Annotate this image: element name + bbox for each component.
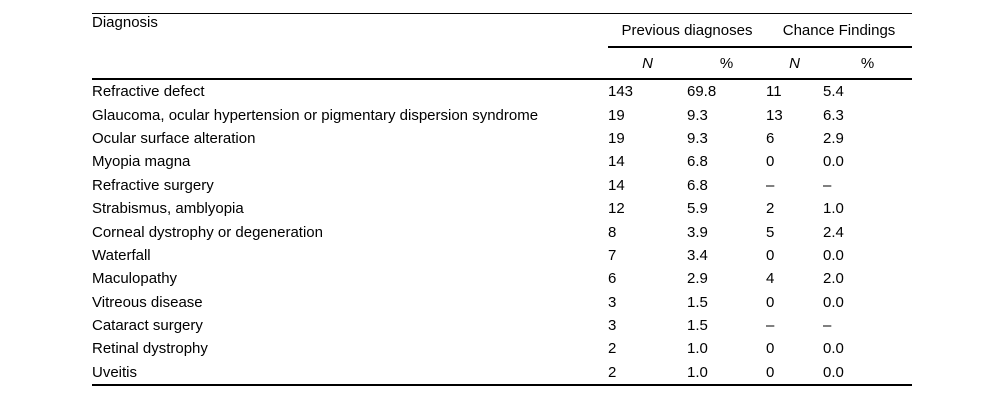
subheader-pct-chance: % <box>823 47 913 80</box>
subheader-n-chance: N <box>766 47 824 80</box>
cell-previous-n: 19 <box>608 129 625 147</box>
cell-chance-pct: 2.4 <box>823 223 844 241</box>
cell-chance-pct: 0.0 <box>823 246 844 264</box>
cell-previous-pct: 1.0 <box>687 363 708 381</box>
cell-previous-pct: 6.8 <box>687 153 708 171</box>
group-header-previous-diagnoses: Previous diagnoses <box>608 13 767 48</box>
cell-previous-n: 3 <box>608 293 617 311</box>
cell-chance-pct: 1.0 <box>823 200 844 218</box>
cell-previous-pct: 1.5 <box>687 293 708 311</box>
table-row: Retinal dystrophy 2 1.0 0 0.0 <box>92 337 912 360</box>
cell-chance-n: 0 <box>766 153 775 171</box>
table-row: Vitreous disease 3 1.5 0 0.0 <box>92 291 912 314</box>
cell-previous-n: 6 <box>608 270 617 288</box>
cell-chance-n: 0 <box>766 293 775 311</box>
cell-previous-pct: 9.3 <box>687 106 708 124</box>
cell-chance-n: 0 <box>766 340 775 358</box>
cell-previous-n: 2 <box>608 363 617 381</box>
cell-chance-pct: 0.0 <box>823 293 844 311</box>
group-header-row: Diagnosis Previous diagnoses Chance Find… <box>92 13 913 80</box>
cell-chance-pct: – <box>823 176 832 194</box>
cell-diagnosis: Strabismus, amblyopia <box>92 200 244 218</box>
cell-diagnosis: Refractive surgery <box>92 176 214 194</box>
table-row: Uveitis 2 1.0 0 0.0 <box>92 361 912 385</box>
cell-previous-n: 8 <box>608 223 617 241</box>
cell-chance-pct: 0.0 <box>823 153 844 171</box>
cell-chance-pct: 2.9 <box>823 129 844 147</box>
cell-previous-pct: 3.9 <box>687 223 708 241</box>
cell-chance-pct: 0.0 <box>823 340 844 358</box>
cell-diagnosis: Cataract surgery <box>92 317 203 335</box>
cell-chance-n: 11 <box>766 83 782 101</box>
cell-chance-pct: – <box>823 317 832 335</box>
cell-previous-n: 12 <box>608 200 625 218</box>
group-header-chance-findings: Chance Findings <box>766 13 913 48</box>
cell-previous-pct: 1.0 <box>687 340 708 358</box>
cell-diagnosis: Vitreous disease <box>92 293 203 311</box>
cell-diagnosis: Waterfall <box>92 246 151 264</box>
cell-previous-pct: 1.5 <box>687 317 708 335</box>
cell-chance-n: 0 <box>766 246 775 264</box>
cell-previous-pct: 69.8 <box>687 83 717 101</box>
cell-chance-n: 0 <box>766 363 775 381</box>
cell-diagnosis: Corneal dystrophy or degeneration <box>92 223 323 241</box>
cell-chance-n: 5 <box>766 223 775 241</box>
cell-previous-n: 19 <box>608 106 625 124</box>
subheader-n-previous: N <box>608 47 687 80</box>
cell-previous-n: 143 <box>608 83 634 101</box>
table-header: Diagnosis Previous diagnoses Chance Find… <box>92 13 913 80</box>
cell-chance-n: – <box>766 176 775 194</box>
cell-chance-n: 4 <box>766 270 775 288</box>
cell-chance-n: 6 <box>766 129 775 147</box>
cell-previous-pct: 9.3 <box>687 129 708 147</box>
cell-chance-pct: 2.0 <box>823 270 844 288</box>
cell-previous-n: 14 <box>608 176 625 194</box>
cell-chance-n: – <box>766 317 775 335</box>
cell-previous-pct: 2.9 <box>687 270 708 288</box>
cell-previous-pct: 6.8 <box>687 176 708 194</box>
cell-diagnosis: Refractive defect <box>92 83 205 101</box>
table-row: Refractive defect 143 69.8 11 5.4 <box>92 79 912 103</box>
table-row: Cataract surgery 3 1.5 – – <box>92 314 912 337</box>
cell-previous-n: 2 <box>608 340 617 358</box>
cell-diagnosis: Retinal dystrophy <box>92 340 208 358</box>
table-row: Glaucoma, ocular hypertension or pigment… <box>92 103 912 126</box>
cell-chance-pct: 0.0 <box>823 363 844 381</box>
cell-diagnosis: Uveitis <box>92 363 138 381</box>
table-row: Corneal dystrophy or degeneration 8 3.9 … <box>92 220 912 243</box>
table-row: Ocular surface alteration 19 9.3 6 2.9 <box>92 127 912 150</box>
cell-previous-n: 3 <box>608 317 617 335</box>
table-row: Myopia magna 14 6.8 0 0.0 <box>92 150 912 173</box>
cell-diagnosis: Maculopathy <box>92 270 178 288</box>
cell-chance-n: 2 <box>766 200 775 218</box>
table-row: Maculopathy 6 2.9 4 2.0 <box>92 267 912 290</box>
cell-chance-pct: 5.4 <box>823 83 844 101</box>
column-header-diagnosis: Diagnosis <box>92 13 608 80</box>
cell-diagnosis: Glaucoma, ocular hypertension or pigment… <box>92 106 539 124</box>
subheader-pct-previous: % <box>687 47 767 80</box>
cell-diagnosis: Ocular surface alteration <box>92 129 256 147</box>
table-row: Waterfall 7 3.4 0 0.0 <box>92 244 912 267</box>
cell-chance-pct: 6.3 <box>823 106 844 124</box>
table-body: Refractive defect 143 69.8 11 5.4 Glauco… <box>92 79 912 385</box>
cell-previous-n: 14 <box>608 153 625 171</box>
cell-previous-pct: 5.9 <box>687 200 708 218</box>
cell-diagnosis: Myopia magna <box>92 153 191 171</box>
cell-chance-n: 13 <box>766 106 783 124</box>
table-row: Refractive surgery 14 6.8 – – <box>92 174 912 197</box>
subheader-row: N % N % <box>92 47 913 80</box>
diagnosis-table: Diagnosis Previous diagnoses Chance Find… <box>92 13 913 387</box>
table-row: Strabismus, amblyopia 12 5.9 2 1.0 <box>92 197 912 220</box>
cell-previous-pct: 3.4 <box>687 246 708 264</box>
cell-previous-n: 7 <box>608 246 617 264</box>
